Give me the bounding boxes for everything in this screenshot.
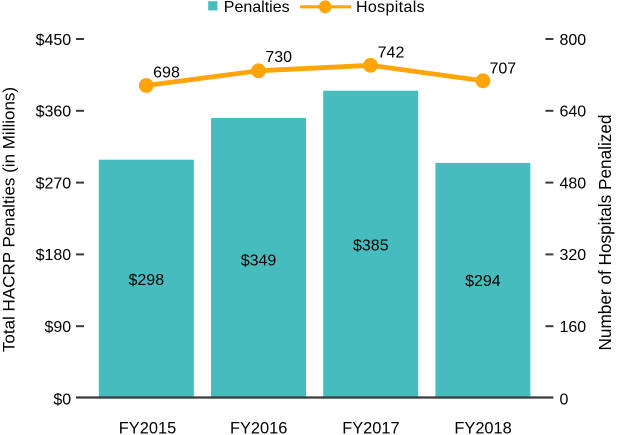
svg-text:Hospitals: Hospitals bbox=[356, 0, 425, 16]
svg-text:Number of Hospitals Penalized: Number of Hospitals Penalized bbox=[595, 115, 615, 351]
svg-text:FY2015: FY2015 bbox=[119, 420, 176, 435]
svg-text:707: 707 bbox=[489, 60, 516, 77]
svg-text:FY2016: FY2016 bbox=[230, 420, 287, 435]
svg-text:160: 160 bbox=[560, 319, 587, 336]
svg-text:$90: $90 bbox=[44, 319, 71, 336]
svg-text:$270: $270 bbox=[36, 175, 72, 192]
svg-text:$450: $450 bbox=[36, 32, 72, 49]
svg-text:800: 800 bbox=[560, 32, 587, 49]
svg-text:698: 698 bbox=[153, 64, 180, 81]
svg-text:FY2018: FY2018 bbox=[454, 420, 511, 435]
svg-text:Total HACRP Penalties (in Mill: Total HACRP Penalties (in Millions) bbox=[0, 87, 19, 352]
svg-text:730: 730 bbox=[265, 49, 292, 66]
svg-text:Penalties: Penalties bbox=[224, 0, 290, 16]
svg-text:$298: $298 bbox=[129, 272, 165, 289]
svg-text:$180: $180 bbox=[36, 247, 72, 264]
svg-text:320: 320 bbox=[560, 247, 587, 264]
svg-text:$360: $360 bbox=[36, 104, 72, 121]
svg-text:640: 640 bbox=[560, 104, 587, 121]
svg-text:$294: $294 bbox=[465, 273, 501, 290]
svg-text:FY2017: FY2017 bbox=[342, 420, 399, 435]
svg-text:480: 480 bbox=[560, 175, 587, 192]
svg-text:$385: $385 bbox=[353, 238, 389, 255]
svg-text:$0: $0 bbox=[53, 391, 71, 408]
svg-text:0: 0 bbox=[560, 391, 569, 408]
svg-text:742: 742 bbox=[378, 44, 405, 61]
svg-text:$349: $349 bbox=[241, 253, 277, 270]
